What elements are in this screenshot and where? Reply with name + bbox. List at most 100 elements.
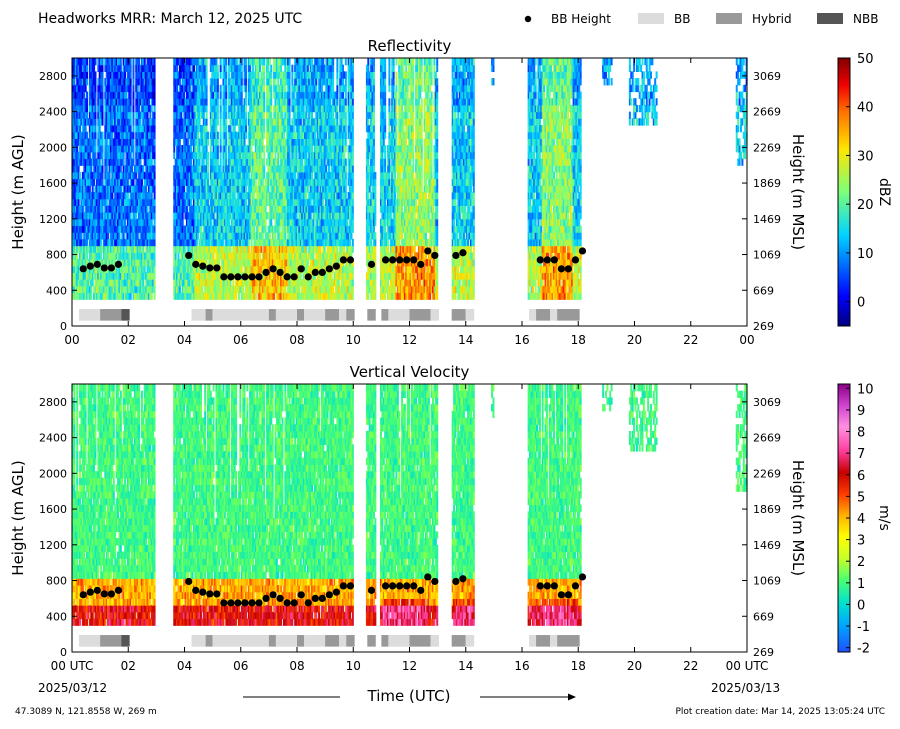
reflectivity-heatmap-cell xyxy=(154,71,156,78)
reflectivity-heatmap-cell xyxy=(173,152,175,159)
reflectivity-heatmap-cell xyxy=(270,71,272,78)
reflectivity-heatmap-cell xyxy=(220,98,222,105)
reflectivity-heatmap-cell xyxy=(222,239,224,246)
reflectivity-heatmap-cell xyxy=(270,92,272,99)
reflectivity-heatmap-cell xyxy=(206,65,208,72)
reflectivity-heatmap-cell xyxy=(300,118,302,125)
reflectivity-heatmap-cell xyxy=(106,165,108,172)
reflectivity-heatmap-cell xyxy=(225,132,227,139)
reflectivity-heatmap-cell xyxy=(132,125,134,132)
reflectivity-heatmap-cell xyxy=(193,65,195,72)
reflectivity-heatmap-cell xyxy=(102,71,104,78)
reflectivity-heatmap-cell xyxy=(220,165,222,172)
reflectivity-heatmap-cell xyxy=(238,293,240,300)
reflectivity-heatmap-cell xyxy=(106,138,108,145)
reflectivity-heatmap-cell xyxy=(132,92,134,99)
reflectivity-heatmap-cell xyxy=(206,112,208,119)
reflectivity-heatmap-cell xyxy=(154,199,156,206)
reflectivity-heatmap-cell xyxy=(86,105,88,112)
reflectivity-heatmap-cell xyxy=(141,179,143,186)
reflectivity-heatmap-cell xyxy=(228,71,230,78)
reflectivity-heatmap-cell xyxy=(248,246,250,253)
reflectivity-heatmap-cell xyxy=(124,71,126,78)
reflectivity-heatmap-cell xyxy=(241,92,243,99)
reflectivity-heatmap-cell xyxy=(154,65,156,72)
reflectivity-heatmap-cell xyxy=(95,132,97,139)
reflectivity-heatmap-cell xyxy=(95,71,97,78)
reflectivity-heatmap-cell xyxy=(196,239,198,246)
reflectivity-heatmap-cell xyxy=(154,85,156,92)
reflectivity-heatmap-cell xyxy=(173,145,175,152)
reflectivity-heatmap-cell xyxy=(154,266,156,273)
reflectivity-heatmap-cell xyxy=(263,105,265,112)
reflectivity-heatmap-cell xyxy=(263,125,265,132)
reflectivity-heatmap-cell xyxy=(245,132,247,139)
reflectivity-heatmap-cell xyxy=(120,185,122,192)
reflectivity-heatmap-cell xyxy=(154,246,156,253)
reflectivity-heatmap-cell xyxy=(206,98,208,105)
reflectivity-heatmap-cell xyxy=(132,159,134,166)
reflectivity-heatmap-cell xyxy=(207,165,209,172)
reflectivity-heatmap-cell xyxy=(106,199,108,206)
reflectivity-heatmap-cell xyxy=(206,118,208,125)
reflectivity-heatmap-cell xyxy=(154,259,156,266)
reflectivity-heatmap-cell xyxy=(142,165,144,172)
reflectivity-heatmap-cell xyxy=(206,145,208,152)
reflectivity-heatmap-cell xyxy=(154,192,156,199)
reflectivity-heatmap-cell xyxy=(248,172,250,179)
reflectivity-heatmap-cell xyxy=(154,98,156,105)
legend-nbb-label: NBB xyxy=(853,12,878,26)
reflectivity-heatmap-cell xyxy=(294,172,296,179)
reflectivity-heatmap-cell xyxy=(225,138,227,145)
reflectivity-heatmap-cell xyxy=(102,152,104,159)
reflectivity-heatmap-cell xyxy=(234,105,236,112)
reflectivity-heatmap-cell xyxy=(180,112,182,119)
reflectivity-heatmap-cell xyxy=(154,105,156,112)
reflectivity-heatmap-cell xyxy=(220,85,222,92)
reflectivity-heatmap-cell xyxy=(78,199,80,206)
reflectivity-heatmap-cell xyxy=(102,85,104,92)
reflectivity-heatmap-cell xyxy=(262,138,264,145)
legend-bb-label: BB xyxy=(674,12,690,26)
reflectivity-heatmap-cell xyxy=(154,125,156,132)
reflectivity-heatmap-cell xyxy=(132,98,134,105)
reflectivity-heatmap-cell xyxy=(102,65,104,72)
reflectivity-heatmap-cell xyxy=(95,85,97,92)
reflectivity-heatmap-cell xyxy=(86,78,88,85)
reflectivity-heatmap-cell xyxy=(90,286,92,293)
reflectivity-heatmap-cell xyxy=(234,125,236,132)
reflectivity-heatmap-cell xyxy=(220,65,222,72)
reflectivity-heatmap-cell xyxy=(130,98,132,105)
reflectivity-heatmap-cell xyxy=(86,58,88,65)
reflectivity-heatmap-cell xyxy=(241,78,243,85)
reflectivity-heatmap-cell xyxy=(207,138,209,145)
reflectivity-heatmap-cell xyxy=(263,172,265,179)
reflectivity-heatmap-cell xyxy=(124,219,126,226)
reflectivity-heatmap-cell xyxy=(293,125,295,132)
reflectivity-heatmap-cell xyxy=(241,98,243,105)
reflectivity-heatmap-cell xyxy=(283,132,285,139)
reflectivity-heatmap-cell xyxy=(100,252,102,259)
reflectivity-heatmap-cell xyxy=(142,279,144,286)
reflectivity-heatmap-cell xyxy=(263,58,265,65)
reflectivity-heatmap-cell xyxy=(258,226,260,233)
reflectivity-heatmap-cell xyxy=(102,172,104,179)
reflectivity-heatmap-cell xyxy=(263,71,265,78)
reflectivity-heatmap-cell xyxy=(207,132,209,139)
reflectivity-heatmap-cell xyxy=(245,118,247,125)
reflectivity-heatmap-cell xyxy=(241,65,243,72)
reflectivity-heatmap-cell xyxy=(251,145,253,152)
reflectivity-heatmap-cell xyxy=(151,219,153,226)
reflectivity-heatmap-cell xyxy=(154,179,156,186)
reflectivity-heatmap-cell xyxy=(225,92,227,99)
reflectivity-heatmap-cell xyxy=(118,232,120,239)
reflectivity-heatmap-cell xyxy=(144,266,146,273)
reflectivity-heatmap-cell xyxy=(185,246,187,253)
reflectivity-heatmap-cell xyxy=(263,118,265,125)
reflectivity-heatmap-cell xyxy=(125,92,127,99)
reflectivity-heatmap-cell xyxy=(95,98,97,105)
reflectivity-heatmap-cell xyxy=(82,205,84,212)
reflectivity-heatmap-cell xyxy=(265,219,267,226)
reflectivity-heatmap-cell xyxy=(275,78,277,85)
reflectivity-heatmap-cell xyxy=(154,239,156,246)
